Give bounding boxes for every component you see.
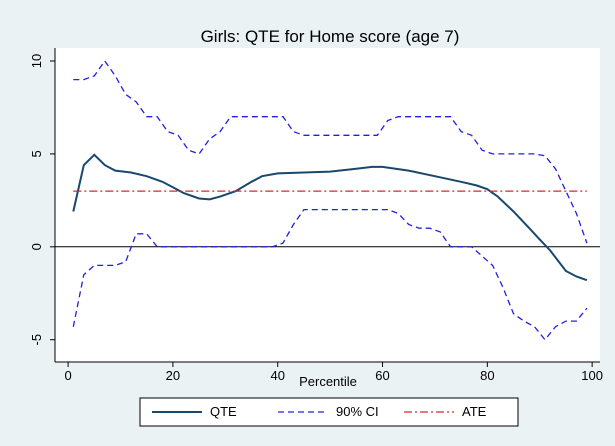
x-tick-label: 60 xyxy=(375,368,389,383)
plot-area xyxy=(55,48,600,362)
series-line xyxy=(72,208,588,341)
legend-label: ATE xyxy=(462,404,487,419)
legend-label: QTE xyxy=(210,404,237,419)
x-tick-label: 0 xyxy=(64,368,71,383)
y-tick-label: 5 xyxy=(29,150,44,157)
x-axis-title: Percentile xyxy=(299,374,357,389)
series-line xyxy=(73,59,588,244)
x-tick-label: 40 xyxy=(270,368,284,383)
y-tick-label: 10 xyxy=(29,54,44,68)
y-tick-label: 0 xyxy=(29,243,44,250)
y-tick-label: -5 xyxy=(29,334,44,346)
x-tick-label: 100 xyxy=(581,368,603,383)
x-tick-label: 20 xyxy=(166,368,180,383)
legend-label: 90% CI xyxy=(336,404,379,419)
chart-title: Girls: QTE for Home score (age 7) xyxy=(201,27,460,46)
legend-box xyxy=(139,397,519,427)
x-tick-label: 80 xyxy=(480,368,494,383)
series-line xyxy=(72,153,588,282)
